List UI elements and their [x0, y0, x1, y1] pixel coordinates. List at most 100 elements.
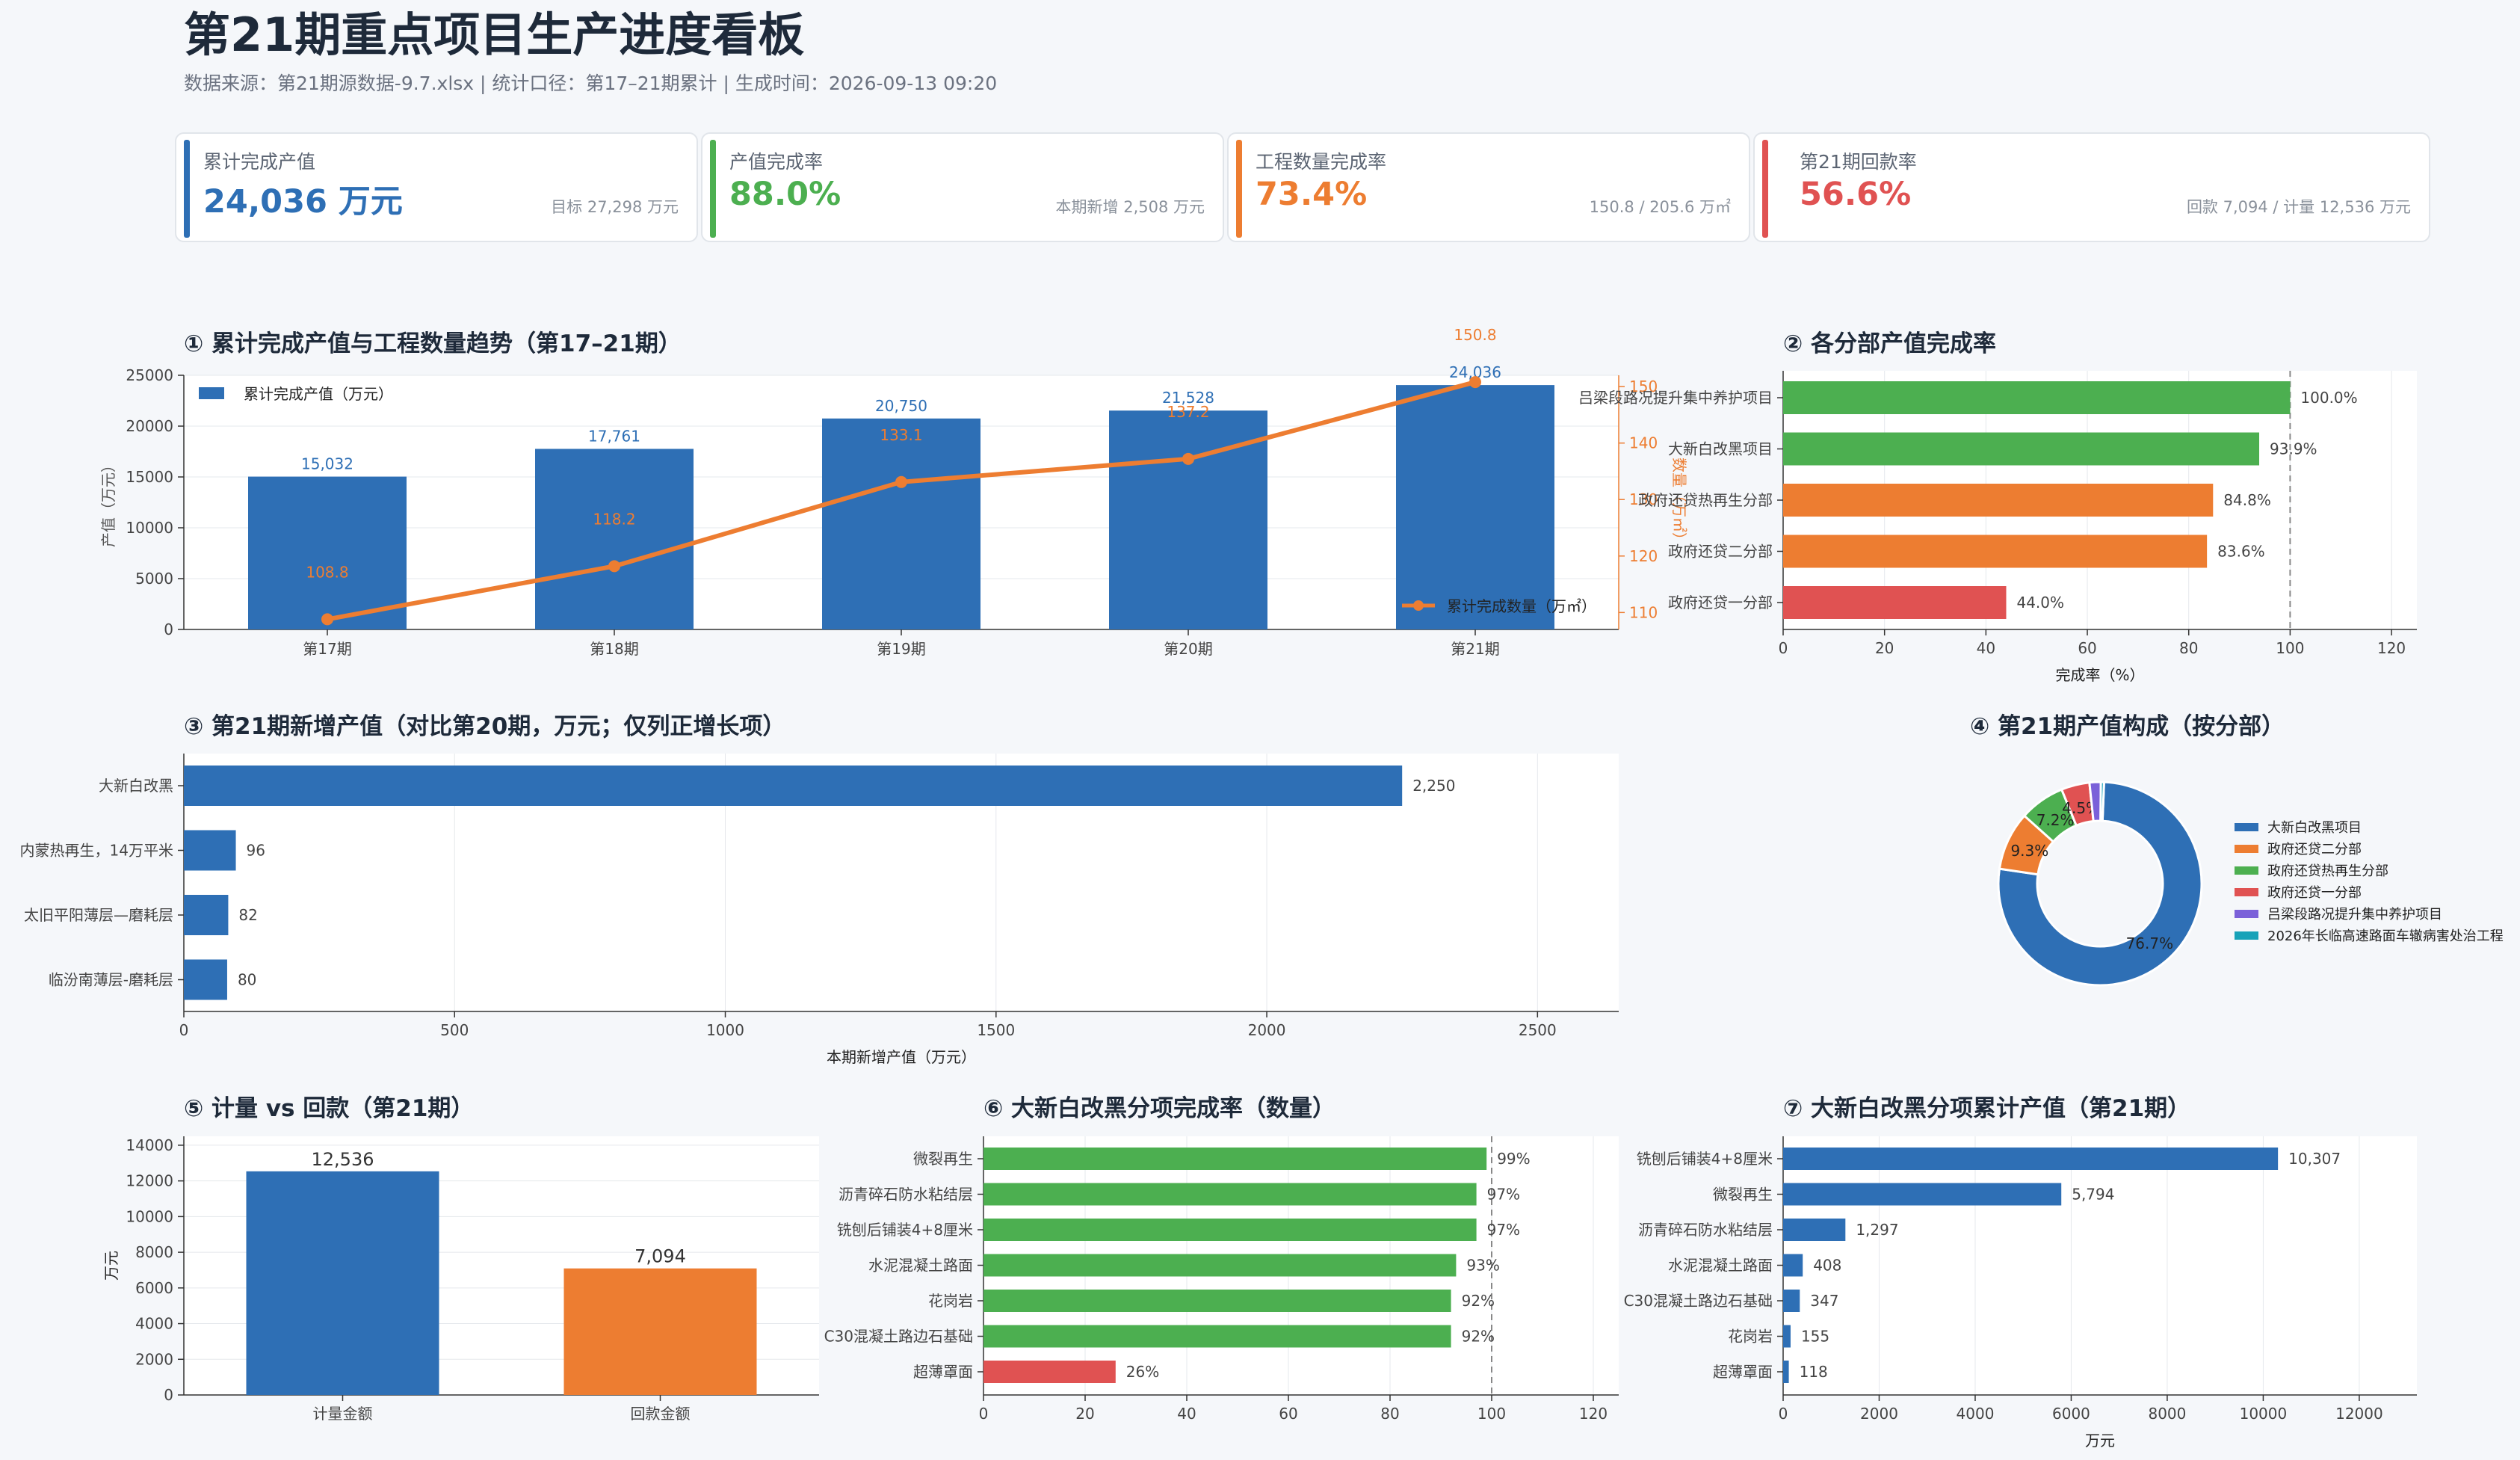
bar: [983, 1325, 1451, 1348]
y-tick-label: 5000: [135, 570, 173, 588]
chart-title: ④ 第21期产值构成（按分部）: [1970, 713, 2285, 740]
bar-value-label: 44.0%: [2016, 594, 2064, 612]
bar-value-label: 2,250: [1412, 777, 1455, 795]
line-value-label: 133.1: [880, 426, 922, 444]
bar: [822, 418, 980, 629]
y-tick-label: 超薄罩面: [913, 1363, 973, 1381]
bar: [535, 449, 694, 629]
y2-tick-label: 140: [1629, 434, 1658, 452]
y-tick-label: 8000: [135, 1243, 173, 1261]
line-point: [895, 475, 907, 488]
kpi-card-payment-rate: 第21期回款率 56.6% 回款 7,094 / 计量 12,536 万元: [1753, 132, 2430, 242]
bar-value-label: 92%: [1462, 1292, 1495, 1310]
bar: [983, 1254, 1457, 1277]
legend-swatch: [2235, 866, 2258, 875]
bar: [1783, 1361, 1789, 1383]
y-tick-label: 沥青碎石防水粘结层: [839, 1186, 973, 1204]
x-tick-label: 500: [440, 1021, 469, 1039]
y-tick-label: 水泥混凝土路面: [868, 1257, 973, 1275]
kpi-accent: [710, 140, 716, 238]
kpi-accent: [1236, 140, 1242, 238]
kpi-value: 73.4%: [1256, 176, 1368, 213]
y-axis-label: 产值（万元）: [99, 458, 117, 547]
y-tick-label: 政府还贷二分部: [1668, 543, 1773, 561]
bar-value-label: 5,794: [2072, 1186, 2114, 1204]
bar: [184, 895, 229, 935]
bar-value-label: 97%: [1487, 1221, 1520, 1239]
y-tick-label: 20000: [126, 417, 173, 435]
x-tick-label: 4000: [1957, 1405, 1995, 1423]
chart-title: ① 累计完成产值与工程数量趋势（第17–21期）: [184, 330, 682, 357]
legend-label: 政府还贷热再生分部: [2267, 863, 2388, 879]
kpi-accent: [184, 140, 190, 238]
legend-swatch: [2235, 931, 2258, 940]
y-tick-label: 吕梁段路况提升集中养护项目: [1578, 389, 1773, 407]
kpi-sub: 本期新增 2,508 万元: [1055, 198, 1205, 216]
y-tick-label: 临汾南薄层-磨耗层: [49, 971, 173, 989]
y-tick-label: C30混凝土路边石基础: [1624, 1292, 1773, 1310]
bar-value-label: 26%: [1126, 1363, 1159, 1381]
slice-value-label: 76.7%: [2126, 934, 2174, 952]
bar: [246, 1171, 439, 1395]
y-tick-label: 花岗岩: [928, 1292, 973, 1310]
y-tick-label: 25000: [126, 366, 173, 384]
kpi-sub: 目标 27,298 万元: [551, 198, 679, 216]
legend-label: 吕梁段路况提升集中养护项目: [2267, 907, 2442, 922]
y2-tick-label: 150: [1629, 378, 1658, 395]
bar-value-label: 96: [247, 842, 265, 860]
bar-value-label: 99%: [1497, 1150, 1530, 1168]
x-tick-label: 80: [2179, 639, 2198, 657]
x-tick-label: 第19期: [877, 640, 925, 658]
bar: [1783, 432, 2260, 466]
page-subtitle: 数据来源：第21期源数据-9.7.xlsx | 统计口径：第17–21期累计 |…: [184, 73, 998, 94]
legend-marker: [1413, 600, 1424, 611]
bar-value-label: 93%: [1466, 1257, 1499, 1275]
bar: [1783, 1219, 1846, 1241]
bar: [1396, 385, 1554, 629]
kpi-accent: [1762, 140, 1768, 238]
x-axis-label: 万元: [2085, 1432, 2115, 1450]
bar: [1783, 484, 2214, 517]
bar-value-label: 17,761: [588, 427, 640, 445]
x-tick-label: 20: [1875, 639, 1894, 657]
slice-value-label: 7.2%: [2036, 811, 2075, 829]
x-tick-label: 120: [1579, 1405, 1608, 1423]
x-tick-label: 1500: [977, 1021, 1015, 1039]
legend-swatch: [199, 387, 224, 399]
kpi-value: 24,036 万元: [203, 183, 403, 221]
line-value-label: 137.2: [1167, 403, 1209, 421]
y-tick-label: 政府还贷热再生分部: [1638, 491, 1773, 509]
line-point: [608, 560, 620, 573]
bar-value-label: 1,297: [1856, 1221, 1898, 1239]
bar: [1783, 1325, 1791, 1348]
y-tick-label: 铣刨后铺装4+8厘米: [837, 1221, 973, 1239]
chart-title: ② 各分部产值完成率: [1783, 330, 1996, 357]
y-tick-label: 10000: [126, 1207, 173, 1225]
y-tick-label: 14000: [126, 1136, 173, 1154]
x-tick-label: 10000: [2240, 1405, 2288, 1423]
kpi-card-output-rate: 产值完成率 88.0% 本期新增 2,508 万元: [701, 132, 1224, 242]
bar-value-label: 97%: [1487, 1186, 1520, 1204]
y-tick-label: 水泥混凝土路面: [1668, 1257, 1773, 1275]
bar-value-label: 10,307: [2288, 1150, 2341, 1168]
chart-title: ⑤ 计量 vs 回款（第21期）: [184, 1095, 474, 1122]
kpi-label: 第21期回款率: [1800, 151, 1917, 173]
y-tick-label: 12000: [126, 1172, 173, 1190]
y-tick-label: 0: [164, 620, 173, 638]
x-tick-label: 计量金额: [313, 1405, 373, 1423]
y-tick-label: 政府还贷一分部: [1668, 594, 1773, 612]
bar: [1783, 1148, 2279, 1170]
legend-label: 2026年长临高速路面车辙病害处治工程: [2267, 928, 2504, 944]
bar-value-label: 82: [238, 906, 257, 924]
kpi-label: 产值完成率: [729, 151, 824, 173]
y-tick-label: 15000: [126, 468, 173, 486]
kpi-sub: 回款 7,094 / 计量 12,536 万元: [2186, 198, 2411, 216]
kpi-label: 累计完成产值: [203, 151, 316, 173]
y-tick-label: 10000: [126, 519, 173, 537]
bar: [983, 1148, 1487, 1170]
x-tick-label: 40: [1977, 639, 1995, 657]
y-tick-label: 6000: [135, 1279, 173, 1297]
bar-value-label: 100.0%: [2300, 389, 2357, 407]
x-tick-label: 6000: [2052, 1405, 2090, 1423]
x-axis-label: 本期新增产值（万元）: [827, 1048, 976, 1066]
